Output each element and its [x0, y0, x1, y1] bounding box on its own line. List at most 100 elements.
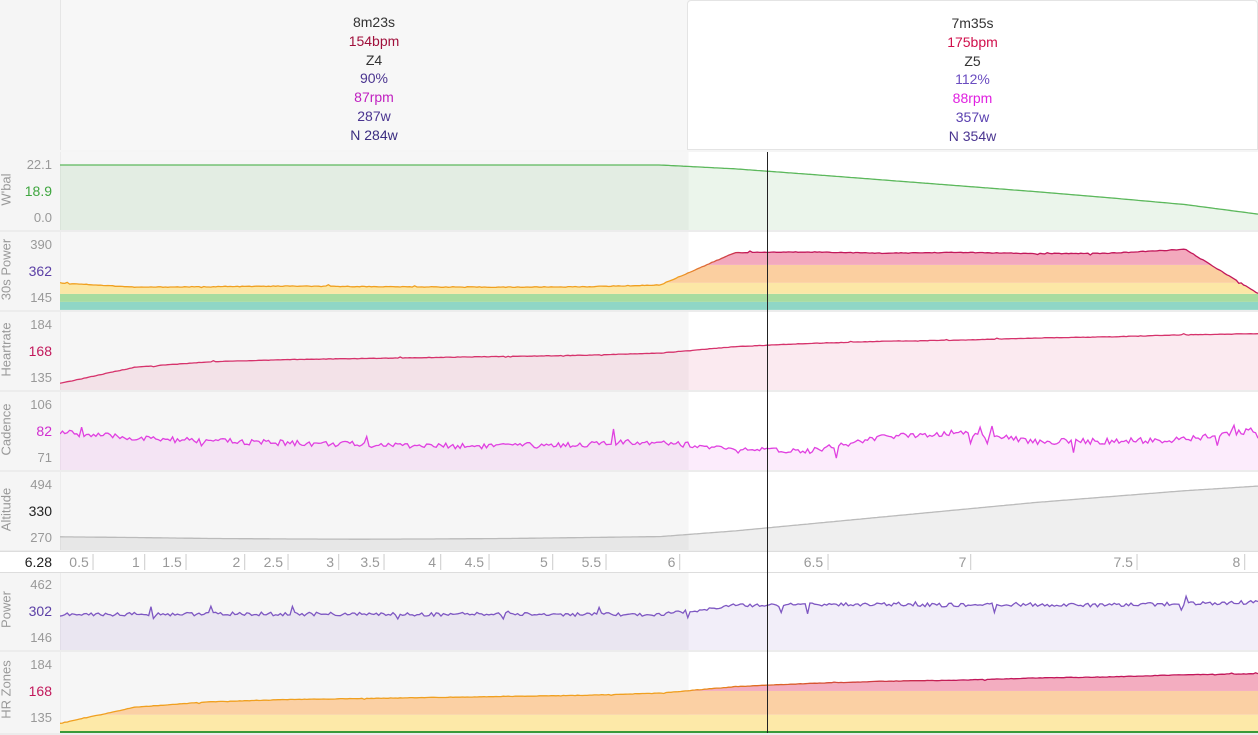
interval-1-background: [60, 572, 689, 650]
wbal-area: [60, 165, 1258, 230]
zone-band: [60, 282, 1258, 294]
power30-line: [60, 248, 1258, 294]
tick-min: 0.0: [33, 210, 52, 225]
hrzones-line: [60, 672, 1258, 724]
x-tick-label: 0.5: [69, 554, 94, 570]
panel-altitude: Altitude 494 330 270: [0, 472, 1258, 552]
power30-plot[interactable]: [60, 232, 1258, 310]
x-tick-label: 5.5: [582, 554, 607, 570]
interval-2-background: [688, 312, 1258, 390]
panel-wbal: W'bal 22.1 18.9 0.0: [0, 152, 1258, 232]
interval-2-background: [688, 472, 1258, 550]
tick-min: 71: [37, 450, 52, 465]
interval-cadence: 87rpm: [354, 89, 394, 106]
distance-axis: 6.28 0.5 1 1.5 2 2.5 3 3.5 4 4.5 5 5.5 6 6.5 7 7.5 8: [0, 551, 1258, 573]
interval-percent: 112%: [955, 71, 990, 88]
tick-max: 494: [30, 477, 52, 492]
interval-duration: 7m35s: [951, 15, 994, 31]
x-tick-label: 7.5: [1114, 554, 1138, 570]
zone-band: [60, 293, 1258, 302]
interval-heartrate: 175bpm: [947, 33, 998, 50]
heartrate-line: [60, 332, 1258, 384]
x-tick-label: 6: [668, 554, 681, 570]
x-tick-label: 4: [428, 554, 442, 570]
interval-zone: Z4: [365, 51, 383, 68]
x-tick-label: 6.5: [804, 554, 829, 570]
panel-hrzones: HR Zones 184 168 135: [0, 652, 1258, 735]
panel-power30: 30s Power 390 362 145: [0, 232, 1258, 312]
cadence-area: [60, 425, 1258, 470]
current-value: 168: [28, 343, 52, 359]
wbal-line: [60, 164, 1258, 215]
tick-max: 22.1: [26, 157, 52, 172]
interval-1-background: [60, 312, 689, 390]
hrzones-plot[interactable]: [60, 652, 1258, 733]
altitude-line: [60, 485, 1258, 540]
cadence-line: [60, 423, 1258, 459]
panel-title: Heartrate: [0, 322, 14, 377]
heartrate-area: [60, 333, 1258, 390]
panel-title: W'bal: [0, 173, 14, 206]
panel-title: Altitude: [0, 487, 14, 532]
power-plot[interactable]: [60, 572, 1258, 650]
current-value: 330: [28, 503, 52, 519]
panel-heartrate: Heartrate 184 168 135: [0, 312, 1258, 392]
tick-max: 106: [30, 397, 52, 412]
tick-min: 270: [30, 530, 52, 545]
power-area: [60, 596, 1258, 650]
x-tick-label: 2: [232, 554, 246, 570]
x-tick-label: 3: [326, 554, 340, 570]
interval-heartrate: 154bpm: [348, 32, 400, 49]
tick-min: 135: [30, 710, 52, 725]
x-tick-label: 3.5: [360, 554, 385, 570]
interval-summary-2[interactable]: 7m35s 175bpm Z5 112% 88rpm 357w N 354w: [687, 0, 1258, 150]
x-tick-label: 1: [132, 554, 145, 570]
power-line: [60, 594, 1258, 621]
panel-power: Power 462 302 146: [0, 572, 1258, 652]
heartrate-plot[interactable]: [60, 312, 1258, 390]
x-tick-label: 7: [959, 554, 972, 570]
tick-min: 145: [30, 290, 52, 305]
current-value: 302: [28, 603, 52, 619]
interval-power: 357w: [955, 108, 990, 125]
tick-max: 390: [30, 237, 52, 252]
zone-band: [60, 301, 1258, 310]
x-tick-label: 2.5: [264, 554, 289, 570]
interval-2-background: [688, 152, 1258, 230]
tick-max: 184: [30, 657, 52, 672]
current-value: 168: [28, 683, 52, 699]
x-tick-label: 8: [1232, 554, 1246, 570]
zone-band: [60, 714, 1258, 733]
interval-cadence: 88rpm: [952, 90, 993, 107]
current-value: 18.9: [24, 183, 52, 199]
interval-2-background: [688, 572, 1258, 650]
interval-summary-1[interactable]: 8m23s 154bpm Z4 90% 87rpm 287w N 284w: [60, 0, 687, 150]
interval-zone: Z5: [964, 52, 981, 69]
altitude-plot[interactable]: [60, 472, 1258, 550]
x-tick-label: 5: [540, 554, 553, 570]
cadence-plot[interactable]: [60, 392, 1258, 470]
cursor-distance-label: 6.28: [24, 554, 52, 570]
x-tick-label: 4.5: [465, 554, 490, 570]
interval-duration: 8m23s: [352, 14, 396, 30]
wbal-plot[interactable]: [60, 152, 1258, 230]
panel-title: HR Zones: [0, 660, 14, 719]
current-value: 362: [28, 263, 52, 279]
altitude-area: [60, 486, 1258, 550]
interval-np: N 354w: [948, 127, 997, 144]
panel-cadence: Cadence 106 82 71: [0, 392, 1258, 472]
tick-max: 184: [30, 317, 52, 332]
cursor-line[interactable]: [767, 152, 769, 733]
tick-min: 146: [30, 630, 52, 645]
panel-title: Power: [0, 591, 14, 628]
interval-power: 287w: [357, 107, 391, 124]
panel-title: Cadence: [0, 403, 14, 456]
tick-min: 135: [30, 370, 52, 385]
interval-np: N 284w: [350, 126, 398, 143]
panel-title: 30s Power: [0, 238, 14, 301]
interval-1-background: [60, 392, 689, 470]
interval-2-background: [688, 392, 1258, 470]
current-value: 82: [36, 423, 52, 439]
tick-max: 462: [30, 577, 52, 592]
x-tick-label: 1.5: [162, 554, 187, 570]
